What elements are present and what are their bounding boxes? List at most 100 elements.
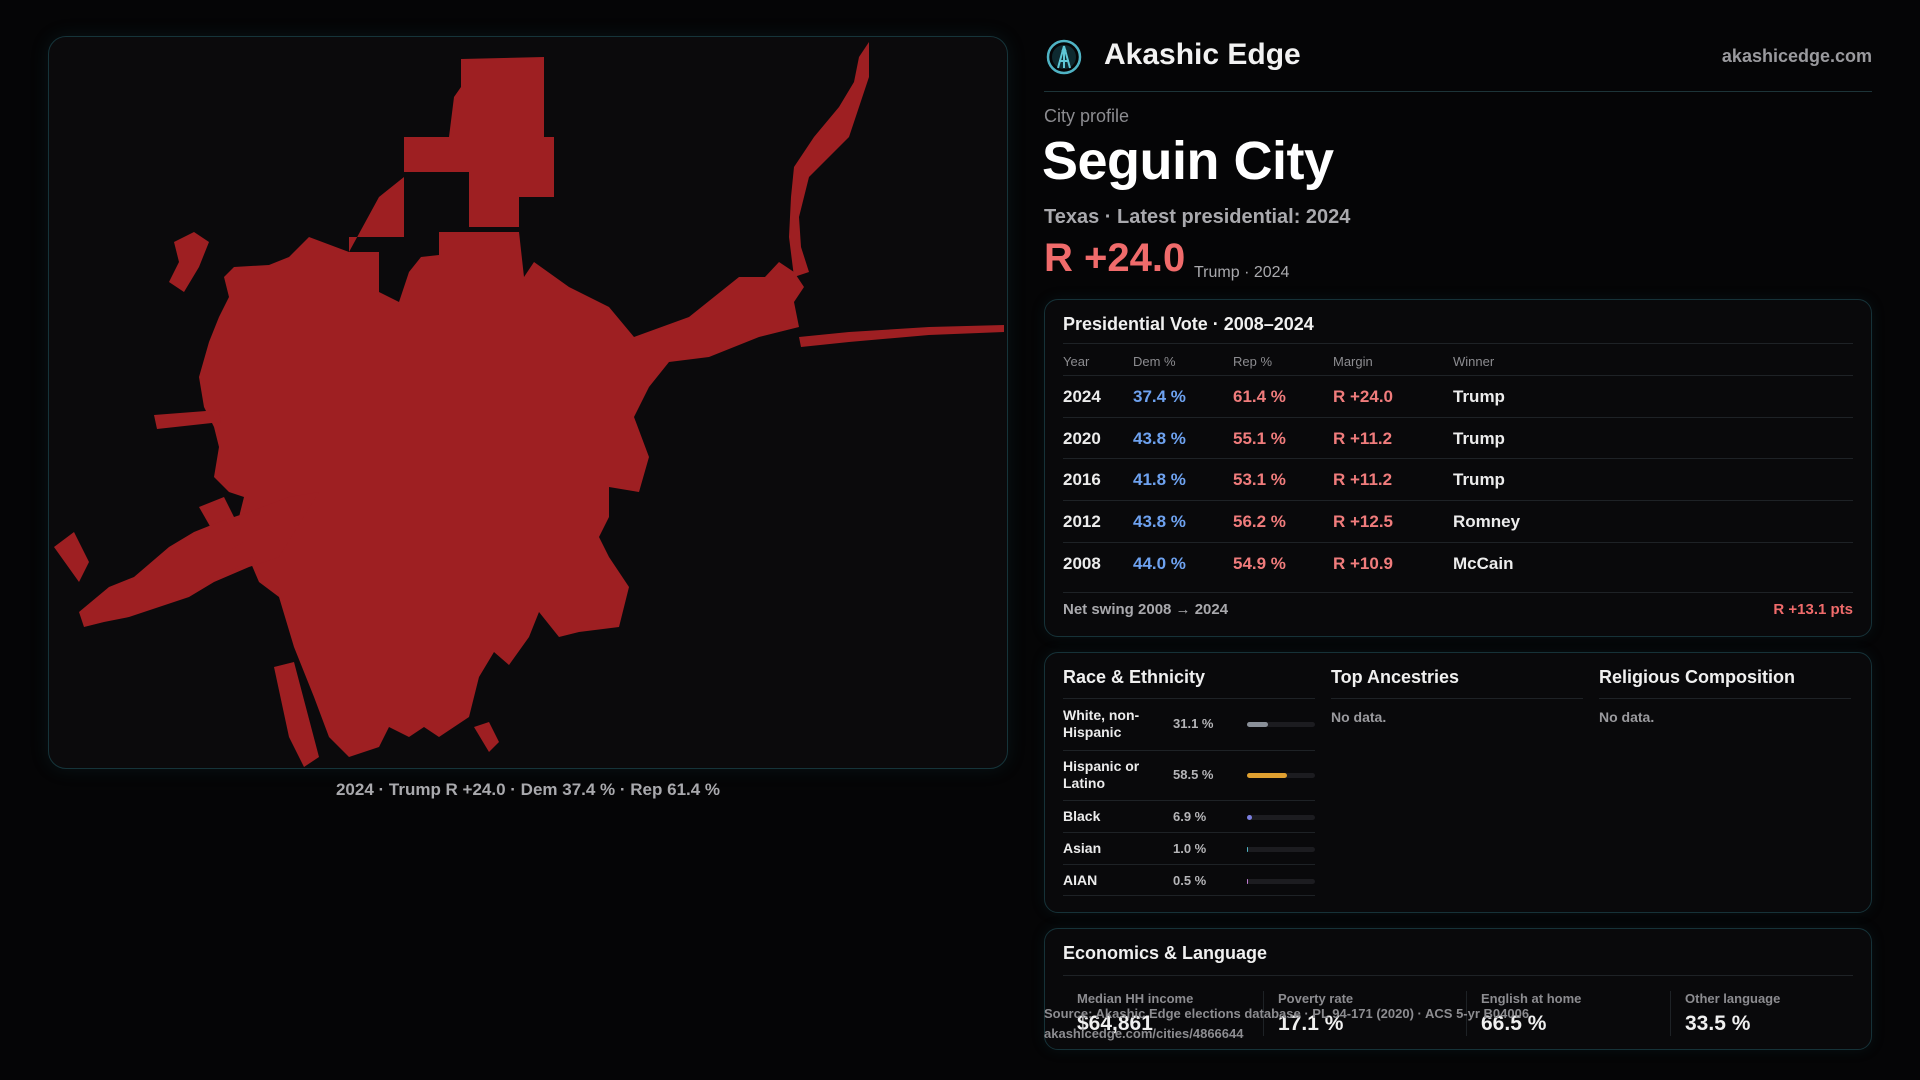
- city-permalink[interactable]: akashicedge.com/cities/4866644: [1044, 1026, 1244, 1041]
- row-margin: R +12.5: [1333, 512, 1394, 531]
- divider: [1063, 592, 1853, 593]
- race-pct: 58.5 %: [1173, 767, 1214, 782]
- vote-card-title: Presidential Vote · 2008–2024: [1063, 314, 1314, 334]
- presidential-vote-card: Presidential Vote · 2008–2024 Year Dem %…: [1044, 299, 1872, 637]
- row-year: 2008: [1063, 554, 1101, 573]
- net-swing-label: Net swing 2008 → 2024: [1063, 601, 1229, 618]
- economics-title: Economics & Language: [1063, 943, 1268, 963]
- table-row: 2016 41.8 % 53.1 % R +11.2 Trump: [1063, 458, 1853, 500]
- race-bar-fill: [1247, 879, 1249, 884]
- table-row: 2012 43.8 % 56.2 % R +12.5 Romney: [1063, 500, 1853, 542]
- stat-label: Poverty rate: [1278, 991, 1354, 1006]
- race-bar: [1247, 847, 1315, 852]
- demographics-card: Race & Ethnicity White, non-Hispanic 31.…: [1044, 652, 1872, 913]
- race-list: White, non-Hispanic 31.1 % Hispanic or L…: [1063, 699, 1315, 896]
- divider: [1063, 975, 1853, 976]
- row-dem: 37.4 %: [1133, 387, 1186, 406]
- row-winner: McCain: [1453, 554, 1514, 573]
- header-rep: Rep %: [1233, 354, 1273, 369]
- row-margin: R +10.9: [1333, 554, 1394, 573]
- religion-title: Religious Composition: [1599, 667, 1851, 699]
- header-dem: Dem %: [1133, 354, 1176, 369]
- list-item: White, non-Hispanic 31.1 %: [1063, 699, 1315, 751]
- race-label: White, non-Hispanic: [1063, 707, 1140, 740]
- row-rep: 56.2 %: [1233, 512, 1286, 531]
- latest-margin-note: Trump · 2024: [1194, 264, 1290, 281]
- stat-label: Median HH income: [1077, 991, 1194, 1006]
- page-title: Seguin City: [1042, 131, 1334, 191]
- row-winner: Trump: [1453, 470, 1505, 489]
- table-row: 2008 44.0 % 54.9 % R +10.9 McCain: [1063, 542, 1853, 584]
- top-ancestries-section: Top Ancestries No data.: [1331, 667, 1583, 725]
- row-rep: 54.9 %: [1233, 554, 1286, 573]
- list-item: AIAN 0.5 %: [1063, 865, 1315, 896]
- row-year: 2012: [1063, 512, 1101, 531]
- row-winner: Trump: [1453, 429, 1505, 448]
- row-year: 2020: [1063, 429, 1101, 448]
- map-caption: 2024 · Trump R +24.0 · Dem 37.4 % · Rep …: [335, 780, 721, 799]
- race-bar-fill: [1247, 722, 1269, 727]
- race-bar: [1247, 815, 1315, 820]
- race-bar-fill: [1247, 847, 1249, 852]
- source-footer: Source: Akashic Edge elections database …: [1044, 1004, 1529, 1044]
- race-bar-fill: [1247, 773, 1287, 778]
- stat-value: 17.1 %: [1278, 1012, 1344, 1035]
- table-row: 2024 37.4 % 61.4 % R +24.0 Trump: [1063, 375, 1853, 417]
- brand-name[interactable]: Akashic Edge: [1104, 38, 1301, 71]
- latest-margin: R +24.0: [1044, 236, 1186, 280]
- ancestries-title: Top Ancestries: [1331, 667, 1583, 699]
- race-pct: 0.5 %: [1173, 873, 1207, 888]
- city-boundary-map: [54, 42, 1004, 767]
- race-label: AIAN: [1063, 872, 1098, 888]
- row-margin: R +24.0: [1333, 387, 1394, 406]
- race-label: Hispanic or Latino: [1063, 758, 1140, 791]
- stat-value: 66.5 %: [1481, 1012, 1547, 1035]
- race-pct: 6.9 %: [1173, 809, 1207, 824]
- row-dem: 43.8 %: [1133, 512, 1186, 531]
- table-row: 2020 43.8 % 55.1 % R +11.2 Trump: [1063, 417, 1853, 459]
- race-bar: [1247, 879, 1315, 884]
- brand-logo-icon[interactable]: [1046, 39, 1082, 75]
- row-margin: R +11.2: [1333, 470, 1393, 489]
- race-title: Race & Ethnicity: [1063, 667, 1315, 699]
- brand-url-link[interactable]: akashicedge.com: [1721, 46, 1872, 66]
- header-margin: Margin: [1333, 354, 1373, 369]
- city-map-panel[interactable]: [48, 36, 1008, 769]
- row-rep: 61.4 %: [1233, 387, 1286, 406]
- header-year: Year: [1063, 354, 1090, 369]
- stat-label: Other language: [1685, 991, 1781, 1006]
- row-year: 2024: [1063, 387, 1101, 406]
- row-rep: 53.1 %: [1233, 470, 1286, 489]
- economics-language-card: Economics & Language Median HH income $6…: [1044, 928, 1872, 1050]
- race-pct: 1.0 %: [1173, 841, 1207, 856]
- row-dem: 44.0 %: [1133, 554, 1186, 573]
- list-item: Black 6.9 %: [1063, 801, 1315, 833]
- religious-composition-section: Religious Composition No data.: [1599, 667, 1851, 725]
- race-ethnicity-section: Race & Ethnicity White, non-Hispanic 31.…: [1063, 667, 1315, 896]
- stat-value: $64,861: [1077, 1012, 1153, 1035]
- row-winner: Romney: [1453, 512, 1521, 531]
- stat-label: English at home: [1481, 991, 1582, 1006]
- list-item: Hispanic or Latino 58.5 %: [1063, 751, 1315, 801]
- race-bar: [1247, 722, 1315, 727]
- divider: [1063, 343, 1853, 344]
- religion-empty: No data.: [1599, 709, 1655, 725]
- net-swing-value: R +13.1 pts: [1773, 601, 1853, 618]
- stat-value: 33.5 %: [1685, 1012, 1751, 1035]
- vote-table-header: Year Dem % Rep % Margin Winner: [1063, 350, 1853, 374]
- row-rep: 55.1 %: [1233, 429, 1286, 448]
- race-bar-fill: [1247, 815, 1252, 820]
- ancestries-empty: No data.: [1331, 709, 1387, 725]
- list-item: Asian 1.0 %: [1063, 833, 1315, 865]
- city-boundary-shape: [54, 42, 1004, 767]
- stat-other-language: Other language 33.5 %: [1670, 991, 1860, 1036]
- race-label: Black: [1063, 808, 1101, 824]
- stat-english-at-home: English at home 66.5 %: [1466, 991, 1656, 1036]
- stat-poverty-rate: Poverty rate 17.1 %: [1263, 991, 1453, 1036]
- row-margin: R +11.2: [1333, 429, 1393, 448]
- state-latest-line: Texas · Latest presidential: 2024: [1044, 206, 1351, 228]
- race-pct: 31.1 %: [1173, 716, 1214, 731]
- row-dem: 41.8 %: [1133, 470, 1186, 489]
- row-year: 2016: [1063, 470, 1101, 489]
- profile-kicker: City profile: [1044, 106, 1130, 126]
